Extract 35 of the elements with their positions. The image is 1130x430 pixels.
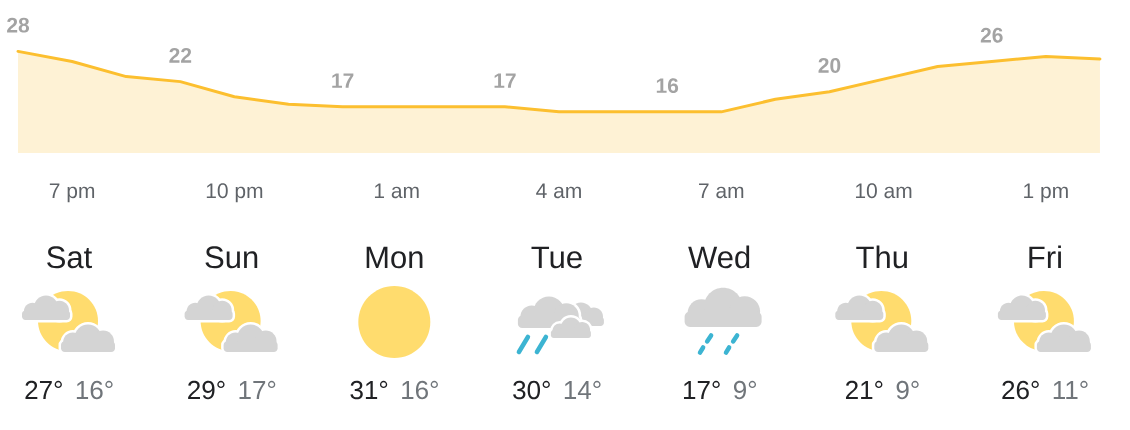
data-label: 17 — [494, 73, 516, 88]
x-tick-label: 4 am — [536, 183, 581, 199]
data-label: 20 — [818, 58, 841, 73]
data-label: 14° — [564, 380, 601, 399]
data-label: 9° — [733, 380, 757, 400]
data-label: 16° — [402, 380, 438, 400]
data-label: 30° — [513, 380, 550, 400]
data-label: 9° — [896, 380, 919, 400]
x-tick-label: 1 pm — [1024, 183, 1068, 203]
x-tick-label: 10 pm — [206, 183, 263, 203]
x-tick-label: 10 am — [855, 183, 912, 199]
data-label: 11° — [1053, 380, 1088, 399]
category-label: Wed — [688, 245, 750, 269]
category-label: Tue — [531, 246, 582, 269]
data-label: 29° — [188, 380, 225, 400]
category-label: Fri — [1029, 245, 1061, 268]
data-label: 26° — [1002, 380, 1039, 400]
x-tick-label: 7 pm — [49, 183, 95, 203]
data-label: 17 — [332, 73, 354, 88]
data-label: 22 — [169, 47, 192, 63]
category-label: Sun — [205, 246, 258, 269]
category-label: Mon — [366, 246, 423, 269]
data-label: 31° — [350, 380, 388, 400]
data-label: 16 — [656, 78, 679, 94]
category-label: Thu — [856, 245, 907, 269]
data-label: 17° — [239, 380, 276, 399]
data-label: 27° — [25, 380, 62, 399]
x-tick-label: 7 am — [699, 183, 744, 199]
category-label: Sat — [47, 246, 93, 269]
data-label: 16° — [76, 380, 113, 400]
data-label: 28 — [7, 17, 30, 33]
data-label: 21° — [845, 380, 883, 399]
data-label: 26 — [980, 27, 1003, 43]
data-label: 17° — [683, 380, 720, 399]
x-tick-label: 1 am — [374, 183, 419, 199]
